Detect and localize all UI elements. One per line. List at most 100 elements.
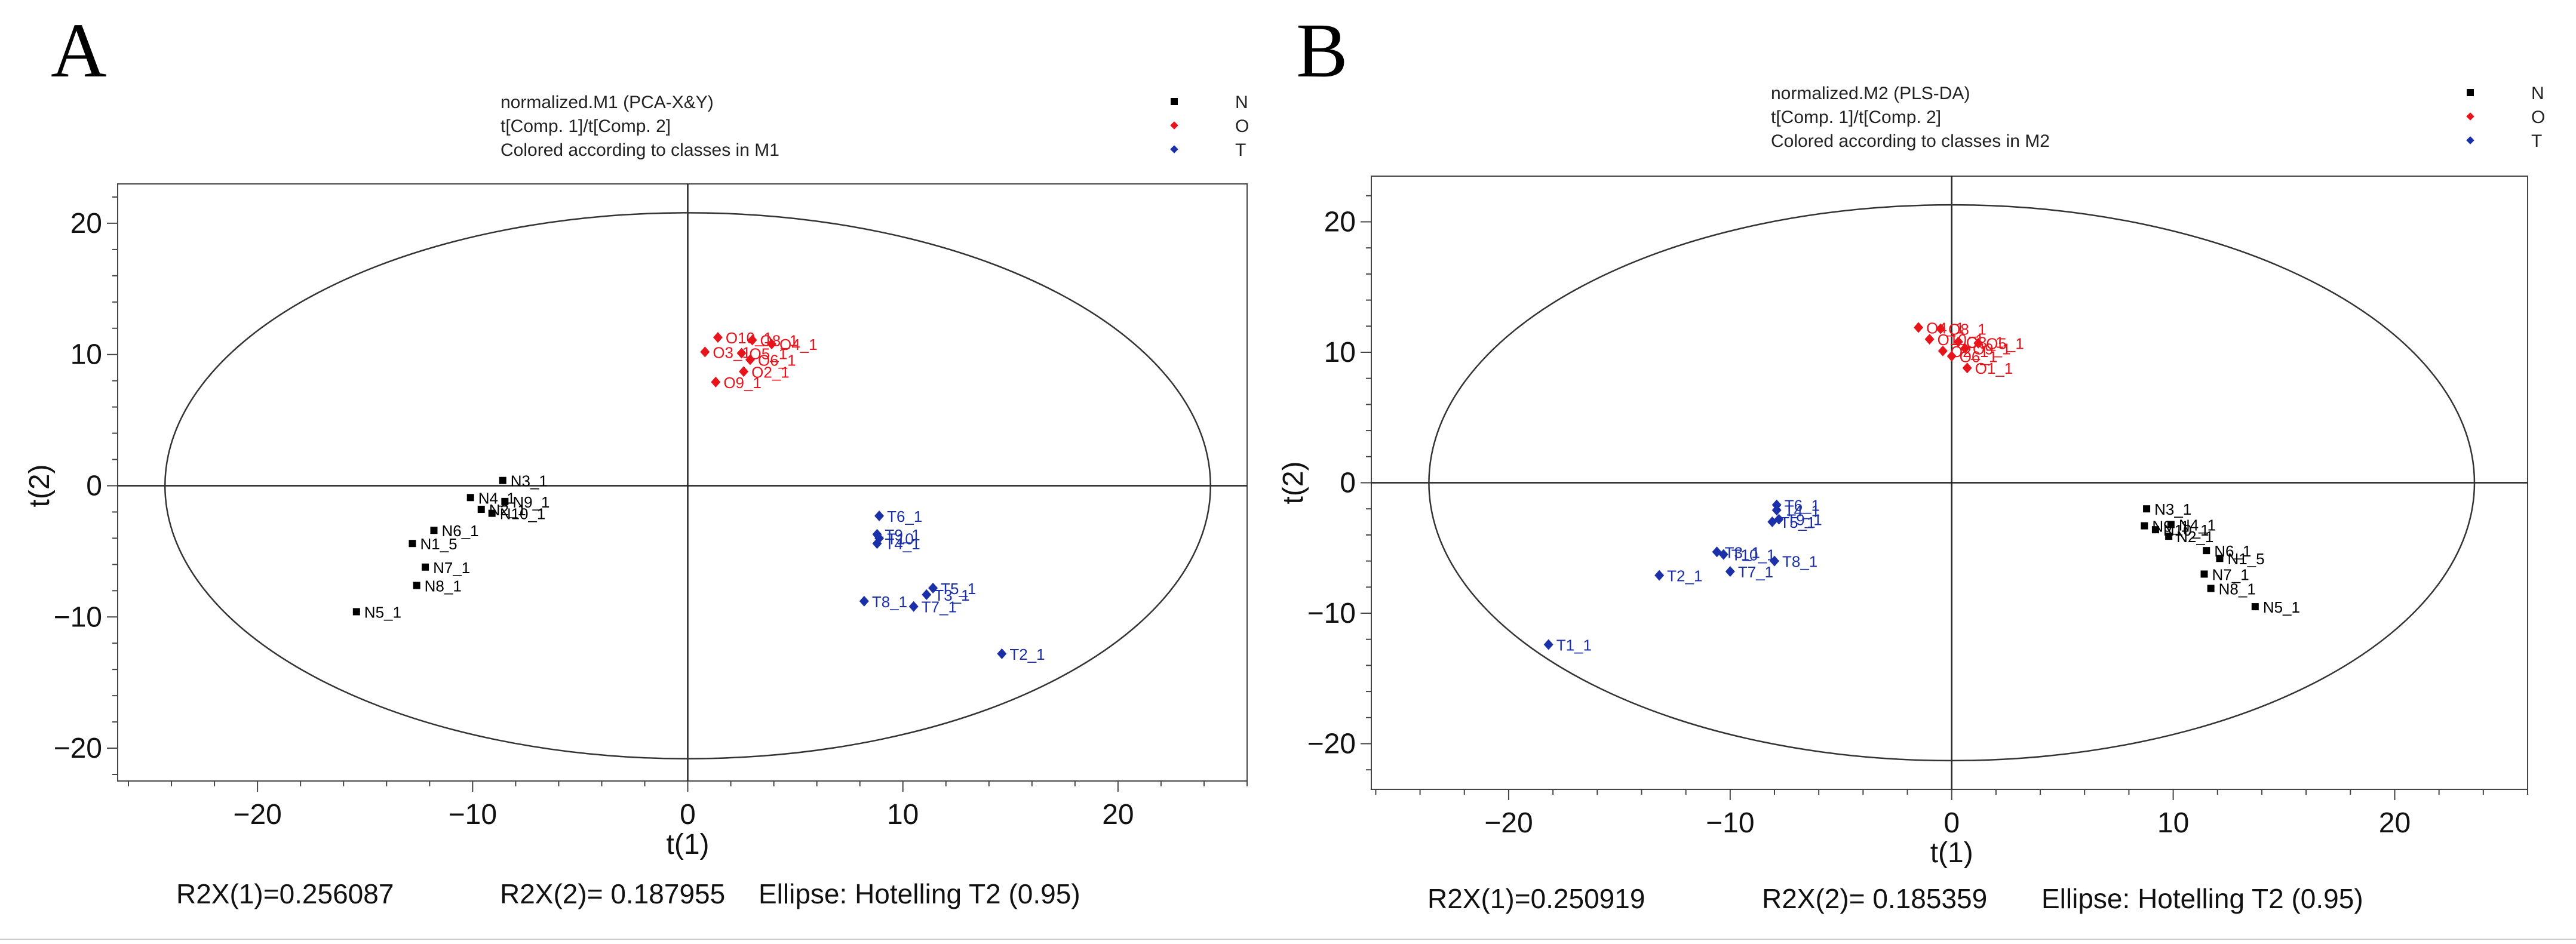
point-label: T6_1 [887, 508, 922, 525]
point-label: O8_1 [760, 332, 799, 350]
point-n [2203, 547, 2210, 555]
bottom-divider [0, 939, 2576, 940]
point-label: O6_1 [1960, 348, 1998, 366]
x-tick-label: 20 [1102, 799, 1134, 831]
point-label: O4_1 [1926, 319, 1964, 337]
point-o [711, 376, 721, 388]
point-label: N3_1 [511, 472, 548, 490]
y-tick-label: 20 [70, 208, 102, 239]
y-tick-label: 10 [70, 339, 102, 371]
legend-label-o: O [2531, 107, 2546, 127]
x-tick-label: 10 [887, 799, 919, 831]
point-o [1924, 334, 1935, 345]
point-label: O8_1 [1948, 321, 1987, 339]
y-tick-label: 10 [1324, 337, 1356, 368]
point-label: N6_1 [441, 522, 478, 540]
x-tick-label: 10 [2157, 807, 2189, 839]
point-label: N4_1 [478, 489, 515, 507]
point-label: T9_1 [885, 526, 920, 544]
header-colored-line: Colored according to classes in M1 [501, 140, 779, 160]
point-label: T4_1 [885, 535, 920, 553]
point-label: O5_1 [750, 345, 788, 363]
legend-label-t: T [1235, 140, 1246, 160]
point-t [1543, 639, 1553, 650]
point-label: N2_1 [2176, 528, 2213, 546]
point-label: T4_1 [1785, 502, 1820, 519]
point-label: N1_5 [2227, 550, 2264, 568]
point-t [1718, 549, 1728, 560]
point-label: O1_1 [1975, 359, 2013, 377]
header-model-line: normalized.M1 (PCA-X&Y) [501, 93, 714, 112]
point-n [409, 540, 416, 548]
point-label: O9_1 [723, 374, 762, 392]
point-o [739, 366, 749, 377]
score-plot-a: −20 −10 0 10 20 −20 −10 0 10 20 t(1) t(2) N3_1N4_1N9… [24, 183, 1248, 860]
point-label: N4_1 [2179, 516, 2216, 534]
point-label: N9_1 [512, 493, 549, 511]
point-n [2216, 555, 2224, 562]
point-o [766, 339, 776, 350]
y-tick-label: 20 [1324, 206, 1356, 238]
y-tick-label: −10 [54, 601, 102, 633]
x-axis-label: t(1) [1930, 837, 1973, 869]
point-o [1960, 343, 1970, 354]
point-label: T5_1 [1780, 513, 1815, 531]
point-label: T8_1 [1782, 553, 1817, 571]
point-o [1946, 350, 1957, 362]
point-label: N7_1 [433, 559, 470, 577]
point-label: N8_1 [425, 577, 462, 595]
y-tick-label: 0 [86, 470, 102, 502]
point-o [1938, 345, 1948, 356]
point-n [352, 608, 360, 616]
point-label: O5_1 [1986, 335, 2024, 353]
point-label: T8_1 [872, 593, 907, 611]
point-t [1774, 513, 1784, 525]
point-label: O6_1 [758, 352, 796, 370]
hotelling-ellipse [164, 212, 1212, 759]
point-t [1725, 566, 1735, 577]
point-o [700, 346, 710, 358]
point-n [501, 497, 509, 505]
x-tick-label: 20 [2379, 807, 2411, 839]
point-o [1914, 322, 1924, 333]
legend-label-t: T [2531, 131, 2543, 151]
point-label: N5_1 [364, 603, 401, 621]
point-n [2141, 522, 2148, 530]
point-o [745, 354, 755, 365]
legend-label-n: N [2531, 84, 2544, 103]
panel-a: A normalized.M1 (PCA-X&Y) t[Comp. 1]/t[C… [0, 0, 1284, 944]
point-t [872, 538, 882, 549]
point-label: T3_1 [934, 586, 969, 604]
r2x2-value: R2X(2)= 0.185359 [1762, 883, 1988, 914]
x-tick-label: −10 [1706, 807, 1754, 839]
x-tick-label: 0 [1943, 807, 1960, 839]
point-label: T10 [887, 530, 914, 548]
point-n [422, 563, 429, 571]
point-n [2165, 533, 2173, 540]
point-label: N1_5 [420, 535, 457, 553]
point-label: N5_1 [2263, 598, 2300, 616]
hotelling-ellipse [1428, 204, 2476, 762]
x-axis-label: t(1) [667, 829, 710, 860]
point-label: T5_1 [941, 580, 976, 598]
panel-letter: A [51, 8, 107, 94]
point-t [997, 648, 1007, 659]
y-tick-label: −20 [1307, 728, 1356, 760]
r2x1-value: R2X(1)=0.250919 [1427, 883, 1645, 914]
ellipse-note: Ellipse: Hotelling T2 (0.95) [759, 878, 1080, 909]
point-label: T6_1 [1785, 497, 1820, 515]
point-t [1770, 555, 1780, 567]
point-label: T7_1 [922, 598, 957, 616]
point-n [2251, 603, 2259, 611]
point-n [2207, 585, 2215, 592]
r2x1-value: R2X(1)=0.256087 [176, 878, 394, 909]
point-t [928, 582, 938, 594]
point-label: T10_1 [1731, 546, 1776, 564]
point-label: O2_1 [751, 363, 790, 381]
point-label: T3_1 [1725, 543, 1760, 561]
point-label: O9_1 [1973, 340, 2011, 358]
legend-marker-n [2467, 89, 2474, 96]
point-n [2167, 521, 2175, 528]
point-t [874, 511, 885, 522]
point-label: T7_1 [1738, 563, 1773, 581]
